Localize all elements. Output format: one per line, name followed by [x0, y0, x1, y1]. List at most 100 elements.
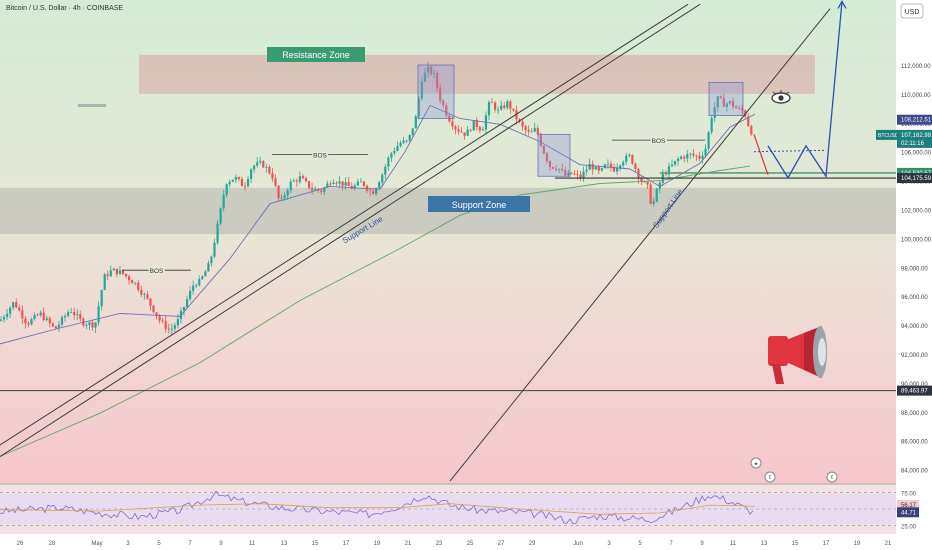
candle[interactable]: [372, 191, 375, 195]
candle[interactable]: [707, 132, 710, 149]
candle[interactable]: [561, 168, 564, 171]
candle[interactable]: [466, 129, 469, 136]
candle[interactable]: [164, 320, 167, 329]
candle[interactable]: [335, 182, 338, 184]
candle[interactable]: [271, 173, 274, 179]
candle[interactable]: [6, 313, 9, 317]
candle[interactable]: [63, 315, 67, 318]
candle[interactable]: [158, 316, 161, 321]
candle[interactable]: [600, 168, 603, 171]
candle[interactable]: [176, 319, 179, 326]
candle[interactable]: [30, 319, 33, 325]
candle[interactable]: [213, 242, 216, 257]
candle[interactable]: [503, 105, 506, 108]
candle[interactable]: [634, 163, 637, 170]
candle[interactable]: [582, 171, 585, 178]
support-line-steep[interactable]: [449, 8, 831, 482]
candle[interactable]: [320, 190, 323, 192]
candle[interactable]: [375, 187, 378, 195]
candle[interactable]: [451, 121, 454, 127]
candle[interactable]: [426, 66, 430, 73]
candle[interactable]: [42, 312, 45, 320]
candle[interactable]: [134, 282, 137, 284]
candle[interactable]: [91, 322, 94, 328]
candle[interactable]: [619, 165, 622, 168]
candle[interactable]: [314, 189, 317, 191]
drawing-handle[interactable]: [78, 104, 106, 107]
candle[interactable]: [103, 274, 106, 291]
candle[interactable]: [609, 163, 613, 168]
candle[interactable]: [436, 73, 439, 88]
candle[interactable]: [378, 182, 381, 188]
candle[interactable]: [683, 156, 686, 159]
candle[interactable]: [265, 166, 268, 168]
candle[interactable]: [689, 153, 692, 155]
candle[interactable]: [454, 126, 457, 130]
candle[interactable]: [338, 181, 341, 184]
candle[interactable]: [115, 268, 118, 275]
retest-box[interactable]: [537, 133, 571, 177]
candle[interactable]: [88, 322, 91, 325]
candle[interactable]: [289, 181, 292, 191]
candle[interactable]: [741, 108, 744, 111]
candle[interactable]: [539, 134, 542, 146]
candle[interactable]: [195, 285, 198, 287]
support-line-upper-2[interactable]: [0, 3, 701, 457]
candle[interactable]: [399, 142, 402, 147]
candle[interactable]: [67, 312, 70, 316]
candle[interactable]: [420, 81, 423, 99]
candle[interactable]: [246, 178, 250, 187]
candle[interactable]: [70, 312, 73, 313]
candle[interactable]: [725, 103, 728, 107]
candle[interactable]: [652, 201, 655, 204]
candle[interactable]: [124, 273, 128, 277]
candle[interactable]: [591, 163, 594, 170]
candle[interactable]: [161, 320, 164, 322]
candle[interactable]: [167, 328, 170, 330]
candle[interactable]: [417, 98, 420, 117]
candle[interactable]: [625, 155, 628, 163]
candle[interactable]: [521, 121, 524, 127]
candle[interactable]: [475, 120, 478, 127]
candle[interactable]: [463, 132, 466, 136]
candle[interactable]: [487, 102, 491, 116]
candle[interactable]: [112, 268, 115, 271]
candle[interactable]: [33, 314, 36, 320]
candle[interactable]: [445, 105, 448, 116]
candle[interactable]: [603, 164, 606, 169]
candle[interactable]: [381, 174, 384, 183]
candle[interactable]: [731, 101, 735, 107]
candle[interactable]: [128, 276, 131, 281]
candle[interactable]: [442, 100, 445, 106]
candle[interactable]: [73, 312, 76, 316]
candle[interactable]: [326, 183, 329, 188]
candle[interactable]: [45, 318, 48, 320]
candle[interactable]: [152, 305, 155, 313]
candle[interactable]: [457, 129, 460, 132]
candle[interactable]: [24, 318, 27, 324]
candle[interactable]: [0, 319, 3, 321]
candle[interactable]: [664, 173, 667, 175]
candle[interactable]: [490, 102, 494, 103]
candle[interactable]: [143, 294, 146, 295]
candle[interactable]: [722, 98, 725, 107]
candle[interactable]: [734, 106, 738, 109]
candle[interactable]: [100, 290, 103, 307]
candle[interactable]: [481, 129, 484, 131]
candle[interactable]: [173, 325, 176, 329]
candle[interactable]: [551, 167, 555, 169]
candle[interactable]: [85, 324, 88, 326]
candle[interactable]: [18, 307, 21, 311]
candle[interactable]: [677, 158, 680, 161]
candle[interactable]: [542, 145, 545, 154]
candle[interactable]: [207, 263, 210, 272]
candle[interactable]: [747, 116, 750, 127]
candle[interactable]: [347, 182, 350, 186]
candle[interactable]: [500, 105, 503, 110]
candle[interactable]: [548, 161, 552, 168]
candle[interactable]: [524, 126, 527, 131]
candle[interactable]: [393, 150, 396, 154]
candle[interactable]: [359, 181, 362, 183]
candle[interactable]: [478, 126, 481, 131]
